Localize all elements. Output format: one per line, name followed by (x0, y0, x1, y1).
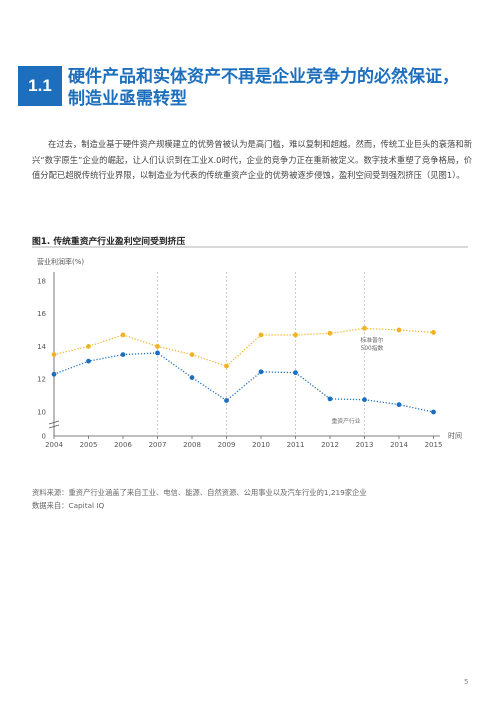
y-tick-label: 14 (37, 343, 46, 351)
series-point-1 (259, 369, 264, 374)
x-tick-label: 2007 (149, 441, 167, 449)
data-source-note: 数据来自：Capital IQ (32, 499, 367, 512)
source-note: 资料来源：重资产行业涵盖了来自工业、电信、能源、自然资源、公用事业以及汽车行业的… (32, 486, 367, 499)
series-point-1 (224, 398, 229, 403)
x-tick-label: 2005 (80, 441, 98, 449)
series-point-1 (121, 352, 126, 357)
y-tick-label: 18 (37, 277, 46, 285)
series-point-1 (293, 370, 298, 375)
x-tick-label: 2010 (252, 441, 270, 449)
series-point-1 (190, 375, 195, 380)
series-point-0 (259, 333, 264, 338)
x-tick-label: 2009 (218, 441, 236, 449)
x-tick-label: 2013 (356, 441, 374, 449)
page-number: 5 (464, 678, 468, 686)
series-label: 500指数 (361, 344, 384, 352)
series-point-1 (362, 397, 367, 402)
series-point-0 (190, 352, 195, 357)
series-point-1 (328, 396, 333, 401)
series-point-0 (362, 326, 367, 331)
series-point-0 (328, 331, 333, 336)
series-point-0 (224, 364, 229, 369)
series-label: 重资产行业 (332, 417, 361, 425)
series-point-0 (431, 330, 436, 335)
series-point-0 (397, 328, 402, 333)
y-axis-label: 营业利润率(%) (37, 257, 84, 266)
series-point-0 (293, 333, 298, 338)
x-tick-label: 2015 (425, 441, 443, 449)
series-label: 标准普尔 (360, 336, 383, 344)
figure-notes: 资料来源：重资产行业涵盖了来自工业、电信、能源、自然资源、公用事业以及汽车行业的… (32, 486, 367, 512)
x-tick-label: 2008 (183, 441, 201, 449)
x-axis-label: 时间 (448, 431, 462, 440)
x-tick-label: 2011 (287, 441, 305, 449)
y-tick-label: 10 (37, 409, 46, 417)
series-point-1 (397, 402, 402, 407)
x-tick-label: 2006 (114, 441, 132, 449)
y-tick-label: 12 (37, 376, 46, 384)
series-point-0 (121, 333, 126, 338)
series-point-1 (52, 372, 57, 377)
series-point-0 (52, 352, 57, 357)
series-line-1 (54, 353, 434, 412)
series-point-1 (155, 351, 160, 356)
series-point-1 (86, 359, 91, 364)
y-tick-label: 0 (42, 433, 46, 441)
series-point-0 (86, 344, 91, 349)
y-tick-label: 16 (37, 310, 46, 318)
x-tick-label: 2004 (45, 441, 63, 449)
x-tick-label: 2014 (390, 441, 408, 449)
x-tick-label: 2012 (321, 441, 339, 449)
series-point-1 (431, 410, 436, 415)
series-point-0 (155, 344, 160, 349)
